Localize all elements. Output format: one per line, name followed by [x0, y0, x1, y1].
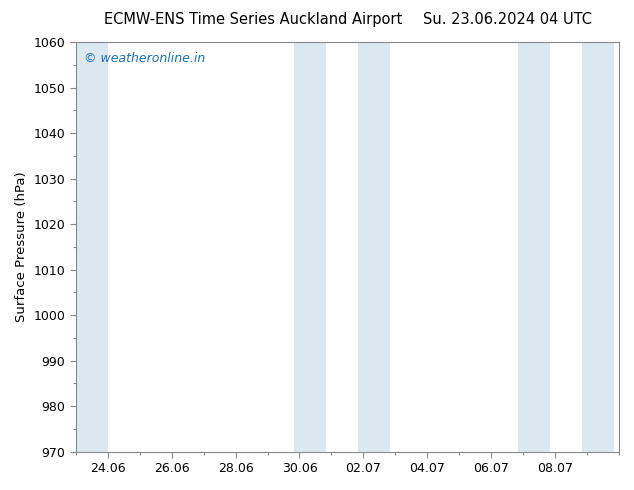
Text: ECMW-ENS Time Series Auckland Airport: ECMW-ENS Time Series Auckland Airport: [105, 12, 403, 27]
Bar: [76, 42, 108, 452]
Bar: [294, 42, 326, 452]
Text: Su. 23.06.2024 04 UTC: Su. 23.06.2024 04 UTC: [423, 12, 592, 27]
Y-axis label: Surface Pressure (hPa): Surface Pressure (hPa): [15, 172, 28, 322]
Bar: [358, 42, 390, 452]
Bar: [518, 42, 550, 452]
Text: © weatheronline.in: © weatheronline.in: [84, 52, 205, 65]
Bar: [581, 42, 614, 452]
